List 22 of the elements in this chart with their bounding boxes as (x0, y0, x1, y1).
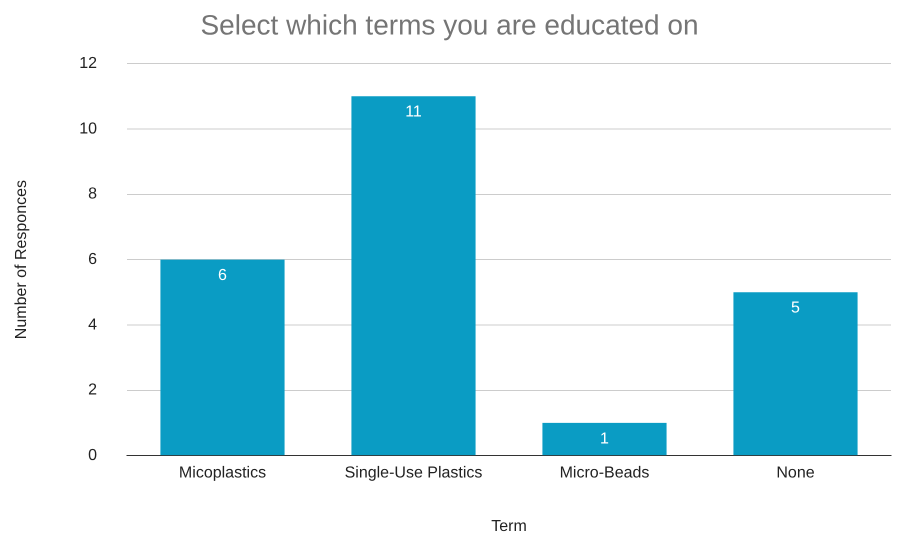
bar (160, 260, 285, 456)
y-tick-label: 4 (88, 316, 98, 334)
data-label: 11 (405, 104, 422, 121)
data-label: 6 (218, 267, 228, 284)
y-tick-label: 10 (79, 120, 98, 138)
y-tick-label: 6 (88, 251, 98, 268)
x-tick-label: Micro-Beads (560, 464, 650, 482)
y-tick-label: 0 (88, 447, 98, 464)
bar (351, 96, 476, 456)
bar (733, 292, 858, 456)
x-tick-label: None (776, 464, 815, 482)
data-label: 1 (600, 430, 610, 448)
x-tick-label: Single-Use Plastics (344, 464, 482, 482)
x-axis-title: Term (491, 518, 527, 535)
y-tick-label: 2 (88, 382, 98, 399)
x-tick-label: Micoplastics (178, 464, 266, 482)
y-axis-title: Number of Responces (13, 180, 30, 340)
y-tick-label: 8 (88, 186, 98, 203)
data-label: 5 (791, 300, 800, 317)
chart-title: Select which terms you are educated on (200, 10, 699, 41)
bar (542, 422, 667, 456)
y-tick-label: 12 (79, 55, 98, 72)
